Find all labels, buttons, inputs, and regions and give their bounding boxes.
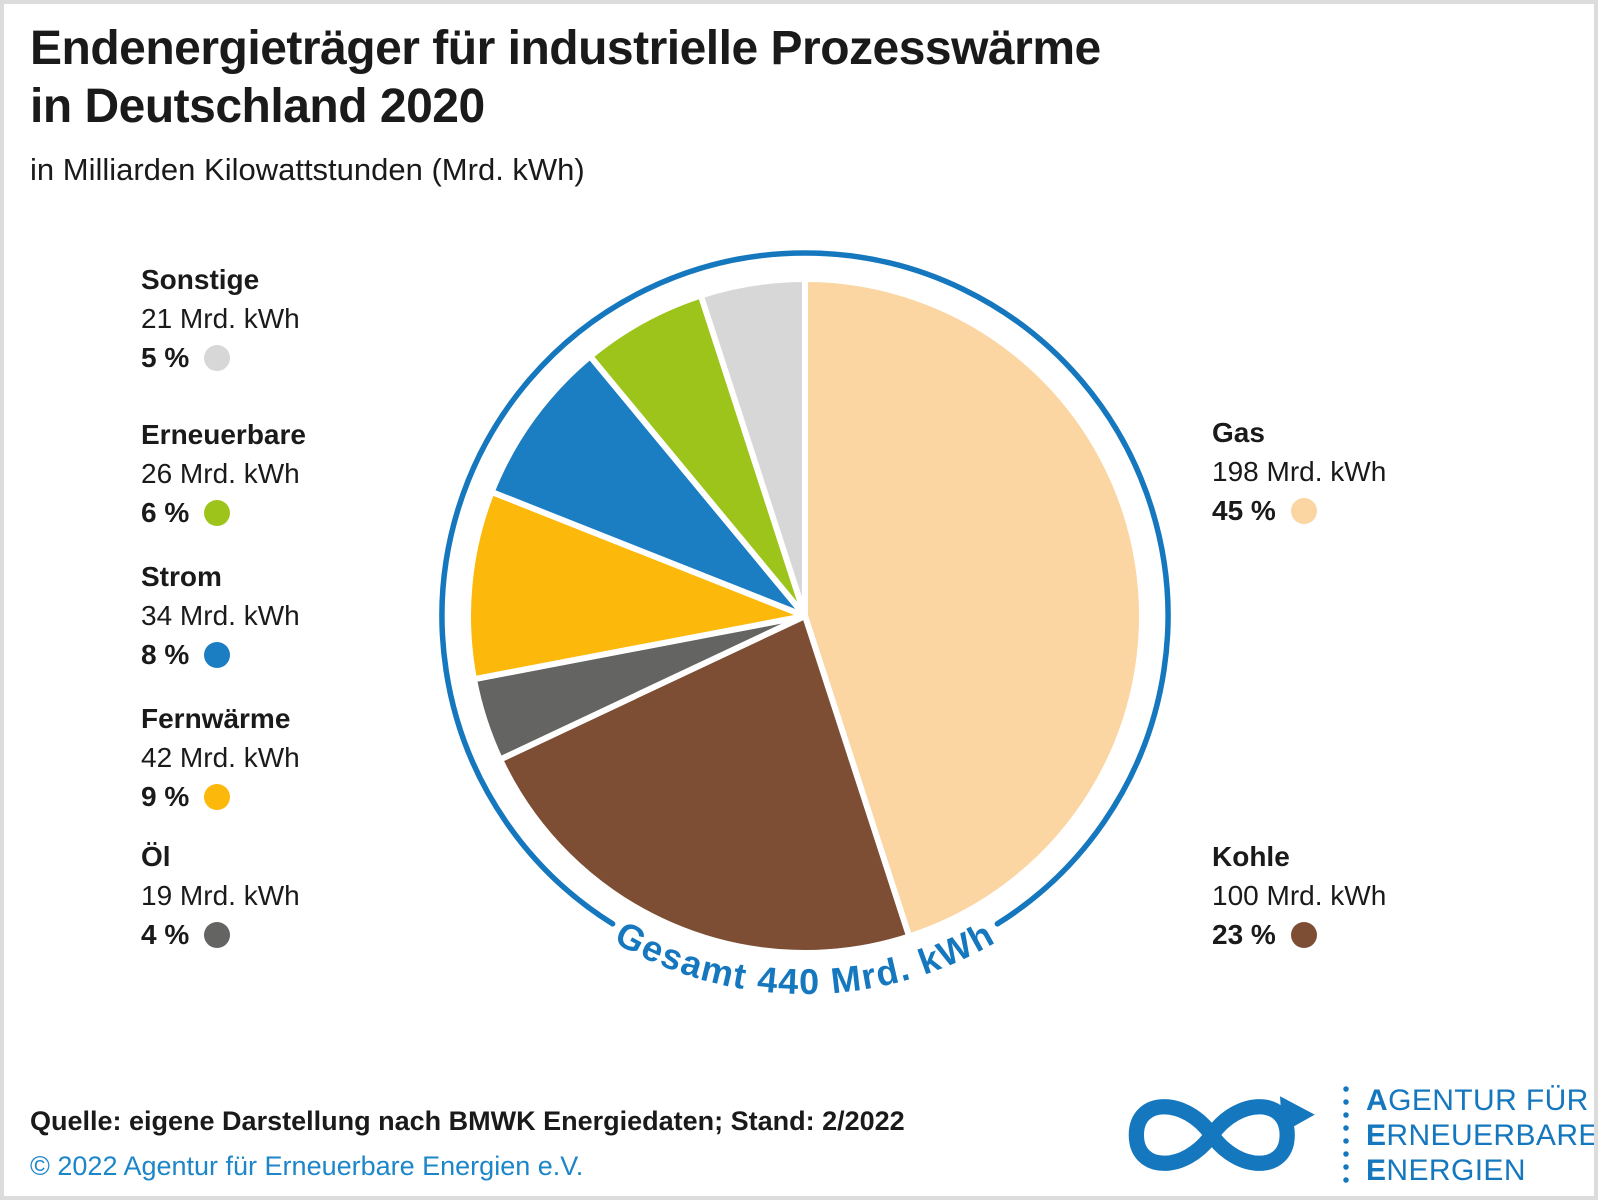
legend-value: 198 Mrd. kWh [1212,456,1387,487]
legend-item-fernwaerme: Fernwärme 42 Mrd. kWh 9 % [141,699,300,816]
legend-percent: 23 % [1212,919,1276,950]
legend-label: Fernwärme [141,703,291,734]
pie-slice-kohle [497,613,913,957]
legend-color-dot [204,641,231,668]
legend-label: Strom [141,561,222,592]
legend-color-dot [204,783,231,810]
legend-item-sonstige: Sonstige 21 Mrd. kWh 5 % [141,260,300,377]
pie-outer-ring [439,250,1171,927]
pie-slice-sonstige [697,276,808,619]
legend-percent: 8 % [141,639,190,670]
pie-slice-gas [802,276,1146,940]
logo-line-2: ERNEUERBARE [1366,1118,1598,1152]
legend-item-gas: Gas 198 Mrd. kWh 45 % [1212,413,1386,530]
logo-line-3: ENERGIEN [1366,1153,1526,1187]
legend-label: Kohle [1212,841,1290,872]
legend-item-erneuerbare: Erneuerbare 26 Mrd. kWh 6 % [141,415,306,532]
legend-value: 21 Mrd. kWh [141,303,300,334]
pie-slices [465,276,1146,957]
pie-slice-fernwärme [465,488,808,683]
legend-value: 34 Mrd. kWh [141,600,300,631]
pie-chart: Gesamt 440 Mrd. kWh [439,250,1171,1002]
legend-label: Gas [1212,417,1265,448]
legend-value: 42 Mrd. kWh [141,742,300,773]
logo-wordmark: AGENTUR FÜR ERNEUERBARE ENERGIEN [1366,1083,1598,1188]
legend-percent: 4 % [141,919,190,950]
legend-color-dot [1290,921,1317,948]
legend-item-kohle: Kohle 100 Mrd. kWh 23 % [1212,837,1386,954]
legend-value: 26 Mrd. kWh [141,458,300,489]
legend-color-dot [204,921,231,948]
infinity-arrow-icon [1128,1096,1315,1171]
legend-color-dot [1290,497,1317,524]
logo-line-1: AGENTUR FÜR [1366,1083,1589,1117]
aee-logo: AGENTUR FÜR ERNEUERBARE ENERGIEN [1122,1082,1598,1188]
copyright-note: © 2022 Agentur für Erneuerbare Energien … [30,1151,584,1181]
legend-percent: 9 % [141,781,190,812]
legend-label: Öl [141,841,171,872]
legend-label: Erneuerbare [141,419,306,450]
legend-value: 100 Mrd. kWh [1212,880,1387,911]
logo-divider-dots [1343,1086,1349,1186]
page-subtitle: in Milliarden Kilowattstunden (Mrd. kWh) [30,152,585,187]
legend-percent: 6 % [141,497,190,528]
legend-value: 19 Mrd. kWh [141,880,300,911]
legend-percent: 45 % [1212,495,1276,526]
pie-slice-strom [488,353,808,619]
legend-color-dot [204,499,231,526]
source-note: Quelle: eigene Darstellung nach BMWK Ene… [30,1106,905,1136]
legend-percent: 5 % [141,342,190,373]
legend-color-dot [204,344,231,371]
page-title: Endenergieträger für industrielle Prozes… [30,22,1101,134]
legend-label: Sonstige [141,264,260,295]
legend-item-oel: Öl 19 Mrd. kWh 4 % [141,837,300,954]
legend-item-strom: Strom 34 Mrd. kWh 8 % [141,557,300,674]
